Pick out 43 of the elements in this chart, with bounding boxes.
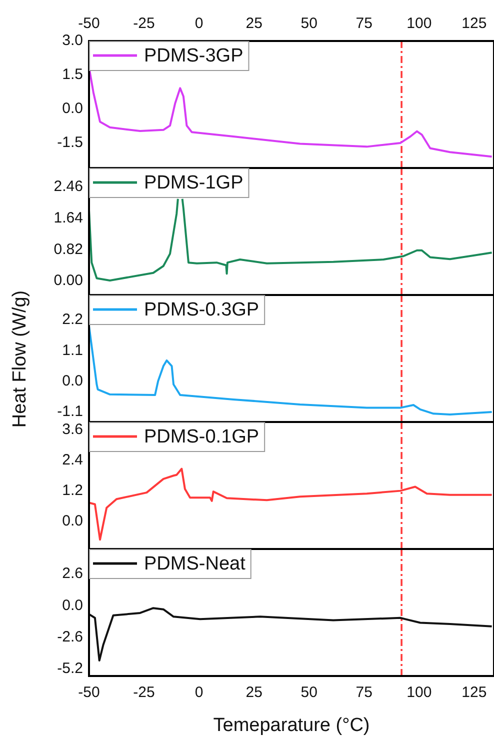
y-tick-label: 1.2: [62, 482, 83, 499]
y-tick-label: 3.0: [62, 32, 83, 50]
x-tick-label: 0: [194, 684, 204, 702]
legend-label: PDMS-1GP: [144, 172, 244, 194]
y-tick-label: -2.6: [57, 628, 83, 646]
y-tick-label: 0.00: [54, 272, 83, 290]
y-tick-label: 0.0: [62, 512, 83, 530]
y-tick-label: 1.5: [62, 66, 83, 84]
y-tick-label: -1.1: [57, 403, 83, 420]
y-tick-label: -5.2: [57, 660, 83, 678]
x-tick-label: 75: [356, 684, 372, 702]
y-tick-label: -1.5: [57, 134, 83, 152]
y-tick-label: 2.2: [62, 311, 83, 328]
y-tick-label: 2.4: [62, 452, 83, 469]
y-tick-label: 1.1: [62, 342, 83, 359]
y-tick-label: 0.0: [62, 372, 83, 390]
legend-label: PDMS-3GP: [144, 46, 244, 67]
x2-tick-label: -50: [78, 15, 100, 32]
y-axis-title: Heat Flow (W/g): [9, 290, 32, 428]
legend-label: PDMS-Neat: [144, 554, 246, 575]
x-tick-label: 125: [462, 684, 487, 702]
x-tick-label: 25: [246, 684, 262, 702]
x-axis-title: Temeparature (°C): [213, 714, 370, 736]
x2-tick-label: 75: [356, 15, 372, 32]
y-tick-label: 0.82: [54, 240, 83, 258]
x-tick-label: 50: [300, 684, 318, 702]
x2-tick-label: -25: [133, 15, 155, 32]
y-tick-label: 3.6: [62, 421, 83, 438]
y-tick-label: 0.0: [62, 100, 83, 118]
x2-tick-label: 0: [194, 15, 204, 32]
x2-tick-label: 25: [246, 15, 262, 32]
y-tick-label: 0.0: [62, 596, 83, 614]
legend-label: PDMS-0.1GP: [144, 426, 260, 448]
y-tick-label: 1.64: [54, 209, 83, 226]
x-tick-label: -25: [133, 684, 155, 702]
y-tick-label: 2.46: [54, 178, 83, 196]
legend-label: PDMS-0.3GP: [144, 300, 260, 321]
y-tick-label: 2.6: [62, 565, 83, 582]
x-tick-label: 100: [406, 684, 432, 702]
x2-tick-label: 125: [462, 15, 487, 32]
x-tick-label: -50: [78, 684, 100, 702]
x2-tick-label: 50: [300, 15, 318, 32]
x2-tick-label: 100: [406, 15, 432, 32]
